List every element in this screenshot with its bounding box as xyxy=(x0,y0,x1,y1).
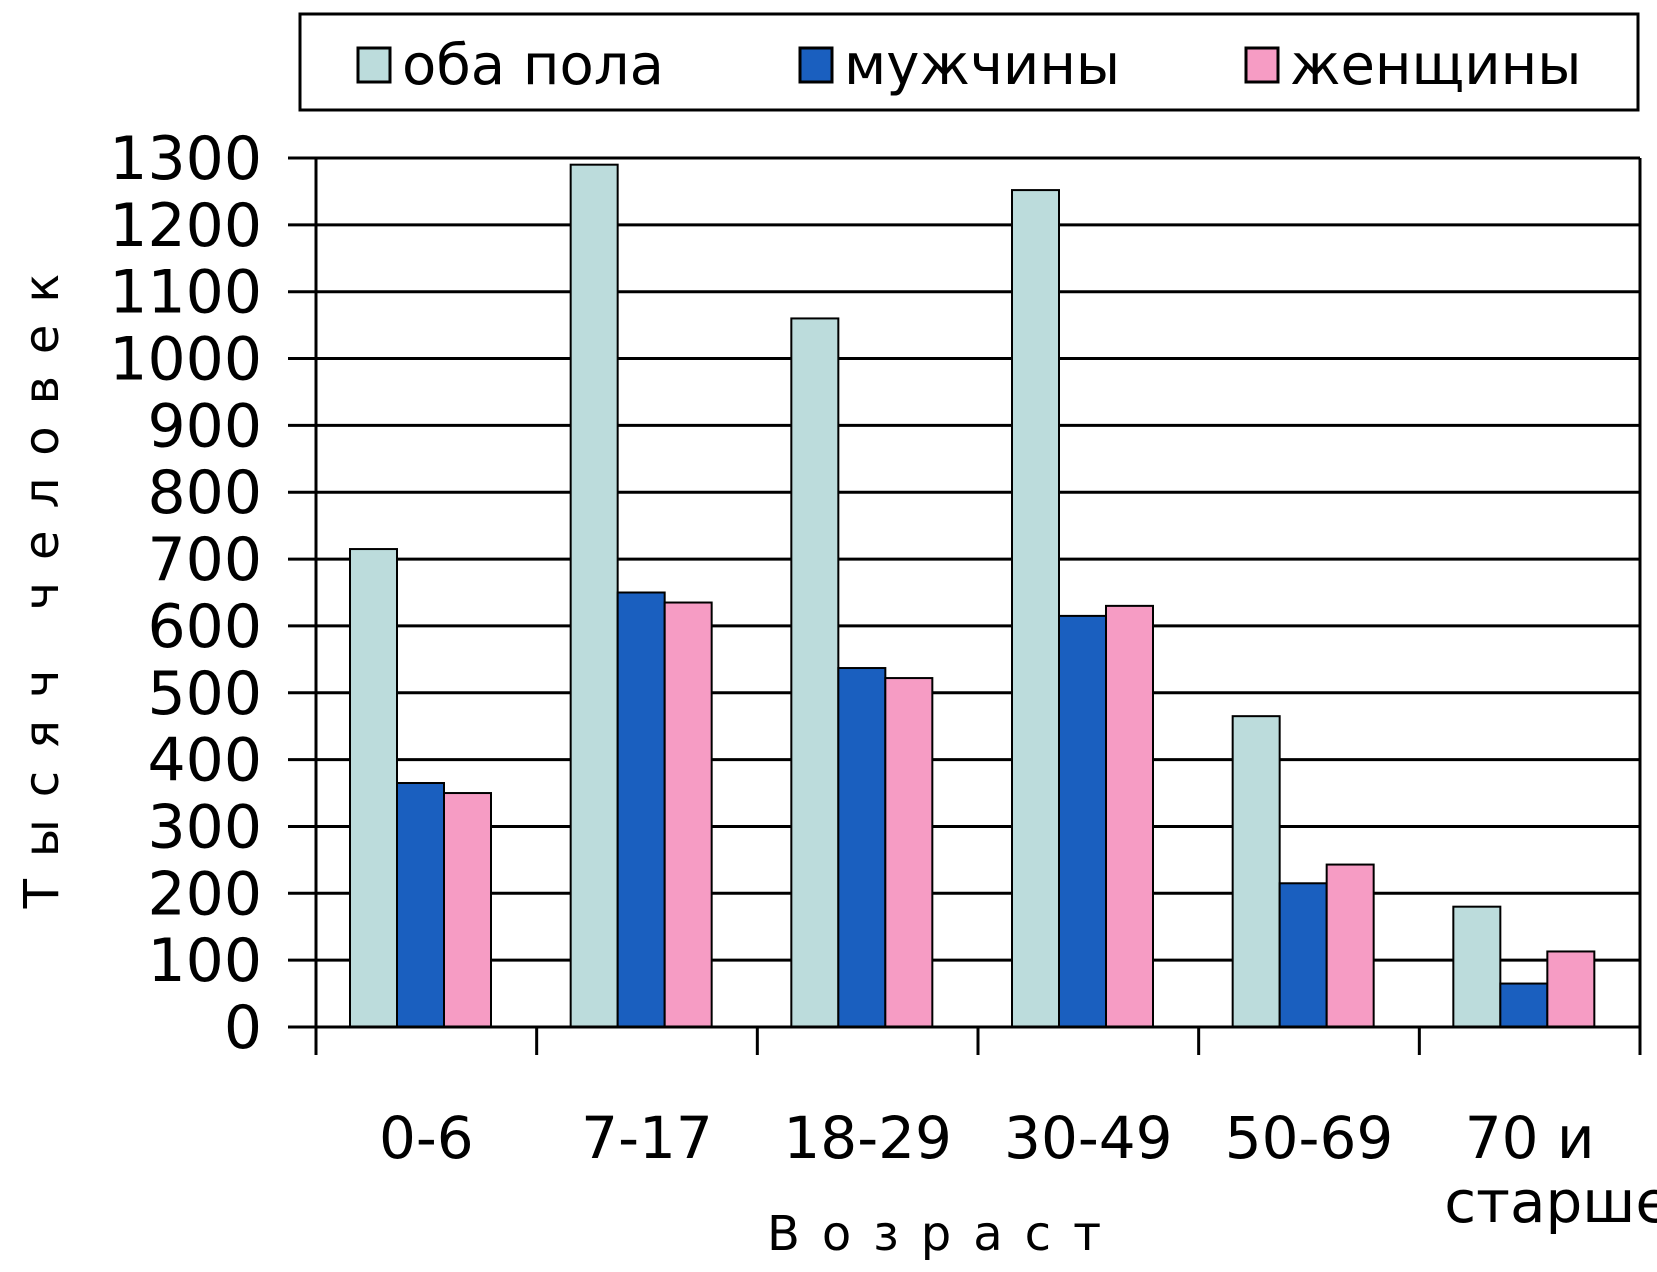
x-category-labels: 0-6 7-17 18-29 30-49 50-69 70 и старше xyxy=(379,1104,1657,1236)
bar-both xyxy=(790,317,840,1028)
bar-both xyxy=(1011,189,1060,1028)
legend-label: оба пола xyxy=(402,33,664,98)
y-tick-label: 1300 xyxy=(109,124,262,194)
bar-men xyxy=(1278,882,1328,1028)
x-category-label: 7-17 xyxy=(581,1104,713,1172)
axes xyxy=(314,158,1642,1055)
y-axis-title: Тысяч человек xyxy=(14,252,70,910)
legend-frame xyxy=(298,12,1640,112)
bar-women xyxy=(443,792,492,1028)
legend-label: мужчины xyxy=(844,33,1120,98)
y-tick-label: 900 xyxy=(147,391,262,461)
bar-men xyxy=(616,591,666,1028)
bar-women xyxy=(1105,604,1154,1028)
y-tick-label: 600 xyxy=(147,592,262,662)
y-tick-label: 200 xyxy=(147,859,262,929)
bar-men xyxy=(837,667,887,1028)
y-tick-label: 100 xyxy=(147,926,262,996)
bar-men xyxy=(396,782,445,1028)
y-tick-label: 0 xyxy=(224,993,262,1063)
y-tick-label: 1000 xyxy=(109,325,262,395)
legend-swatch xyxy=(1244,46,1280,84)
bar-both xyxy=(569,163,619,1028)
bar-women xyxy=(1325,863,1375,1028)
bar-women xyxy=(1546,950,1596,1029)
y-tick-label: 300 xyxy=(147,792,262,862)
bar-women xyxy=(663,601,713,1028)
legend-swatch xyxy=(356,46,392,84)
legend-swatch xyxy=(798,46,834,84)
y-tick-label: 800 xyxy=(147,458,262,528)
legend-label: женщины xyxy=(1290,33,1581,98)
bar-women xyxy=(884,677,934,1028)
y-tick-labels: 0100200300400500600700800900100011001200… xyxy=(109,124,262,1063)
legend: оба пола мужчины женщины xyxy=(298,12,1640,112)
y-tick-label: 400 xyxy=(147,726,262,796)
bar-men xyxy=(1058,614,1107,1029)
x-category-label: 30-49 xyxy=(1004,1104,1173,1172)
bars xyxy=(349,163,1596,1029)
x-category-label: 50-69 xyxy=(1225,1104,1394,1172)
x-category-label: 0-6 xyxy=(379,1104,474,1172)
y-tick-label: 1200 xyxy=(109,191,262,261)
y-tick-label: 500 xyxy=(147,659,262,729)
bar-both xyxy=(349,548,398,1028)
bar-men xyxy=(1499,982,1549,1028)
x-category-label: 70 и старше xyxy=(1444,1104,1657,1236)
y-tick-label: 1100 xyxy=(109,258,262,328)
bar-both xyxy=(1452,905,1502,1029)
bar-both xyxy=(1231,715,1281,1029)
x-axis-title: Возраст xyxy=(767,1206,1123,1262)
y-tick-label: 700 xyxy=(147,525,262,595)
x-category-label: 18-29 xyxy=(783,1104,952,1172)
